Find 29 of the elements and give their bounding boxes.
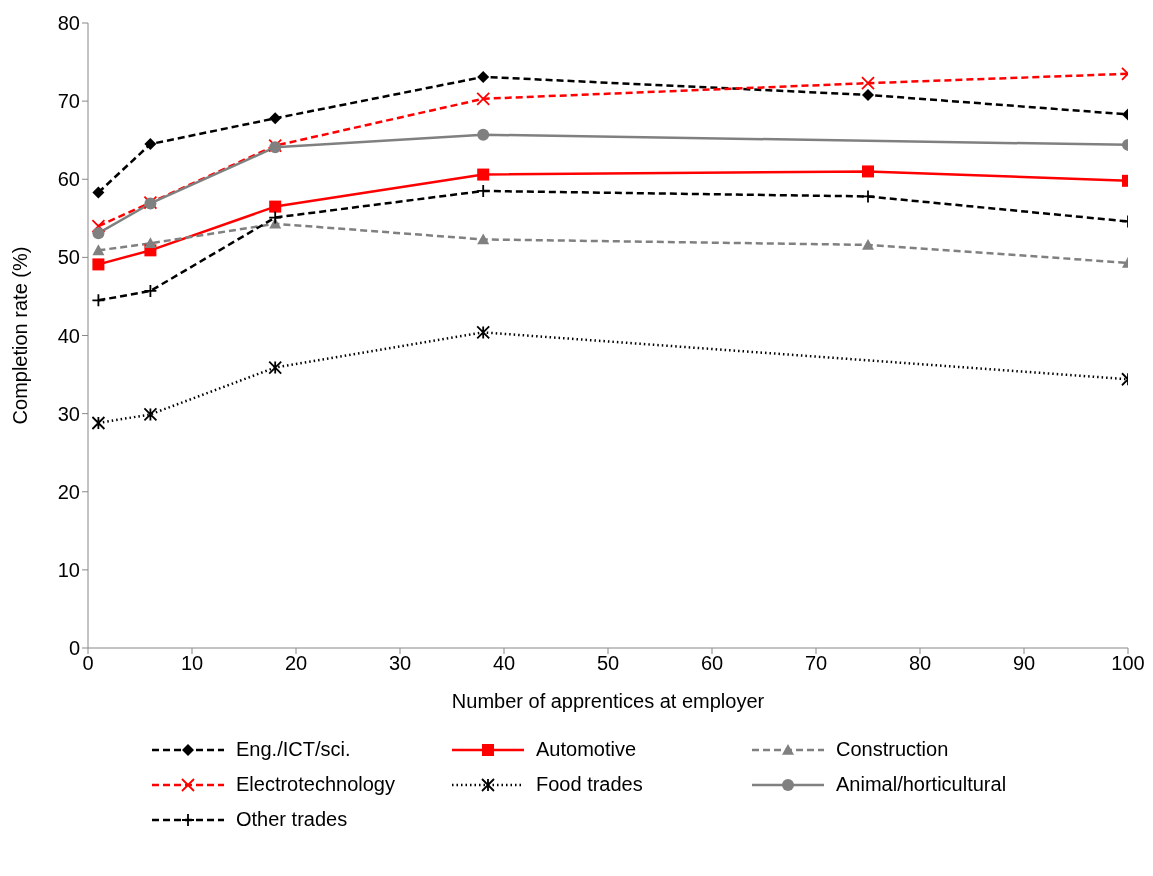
y-tick-label: 70 — [57, 90, 80, 113]
x-axis-title: Number of apprentices at employer — [451, 690, 765, 712]
x-tick-label: 40 — [492, 652, 516, 675]
x-tick-label: 100 — [1111, 652, 1145, 675]
x-tick-label: 20 — [284, 652, 308, 675]
y-tick-label: 60 — [57, 168, 80, 191]
y-tick-label: 20 — [57, 480, 80, 503]
y-tick-label: 80 — [57, 12, 80, 35]
legend-label: Eng./ICT/sci. — [236, 738, 351, 761]
y-tick-label: 0 — [68, 637, 80, 660]
x-tick-label: 10 — [180, 652, 204, 675]
x-tick-label: 30 — [388, 652, 412, 675]
x-tick-label: 60 — [700, 652, 724, 675]
x-tick-label: 70 — [804, 652, 828, 675]
y-tick-label: 10 — [57, 558, 80, 581]
y-tick-label: 30 — [57, 402, 80, 425]
y-tick-label: 40 — [57, 324, 80, 347]
y-axis-title: Completion rate (%) — [9, 246, 32, 425]
legend-label: Electrotechnology — [236, 773, 395, 796]
legend-label: Automotive — [536, 738, 637, 761]
x-tick-label: 0 — [82, 652, 94, 675]
x-tick-label: 50 — [596, 652, 620, 675]
legend-label: Food trades — [536, 773, 643, 796]
legend-label: Other trades — [236, 808, 348, 831]
legend-label: Construction — [836, 738, 949, 761]
y-tick-label: 50 — [57, 246, 80, 269]
x-tick-label: 80 — [908, 652, 932, 675]
x-tick-label: 90 — [1012, 652, 1036, 675]
legend-label: Animal/horticultural — [836, 773, 1007, 796]
